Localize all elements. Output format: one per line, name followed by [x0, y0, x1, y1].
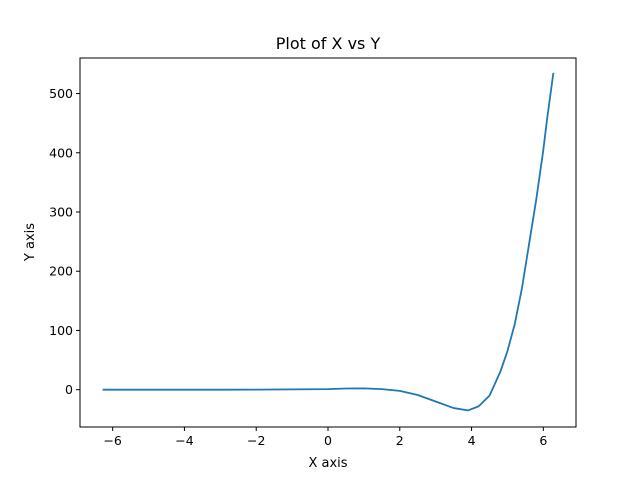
y-tick-label: 0 — [65, 382, 73, 397]
plot-area — [102, 72, 555, 412]
x-axis-label: X axis — [308, 456, 347, 471]
x-tick-label: 0 — [324, 433, 332, 448]
x-tick-label: −4 — [175, 433, 193, 448]
y-axis-label: Y axis — [23, 223, 38, 262]
x-tick-label: −2 — [247, 433, 265, 448]
y-tick-label: 400 — [49, 145, 73, 160]
x-tick-label: 6 — [539, 433, 547, 448]
chart-title: Plot of X vs Y — [276, 34, 381, 53]
y-tick-label: 200 — [49, 264, 73, 279]
y-tick-label: 100 — [49, 323, 73, 338]
series-line-0 — [102, 72, 555, 412]
y-tick-label: 500 — [49, 86, 73, 101]
x-axis-ticks: −6 −4 −2 0 2 4 6 — [103, 427, 547, 448]
x-tick-label: 2 — [396, 433, 404, 448]
y-tick-label: 300 — [49, 204, 73, 219]
x-tick-label: 4 — [468, 433, 476, 448]
y-axis-ticks: 0 100 200 300 400 500 — [49, 86, 80, 397]
x-tick-label: −6 — [103, 433, 121, 448]
